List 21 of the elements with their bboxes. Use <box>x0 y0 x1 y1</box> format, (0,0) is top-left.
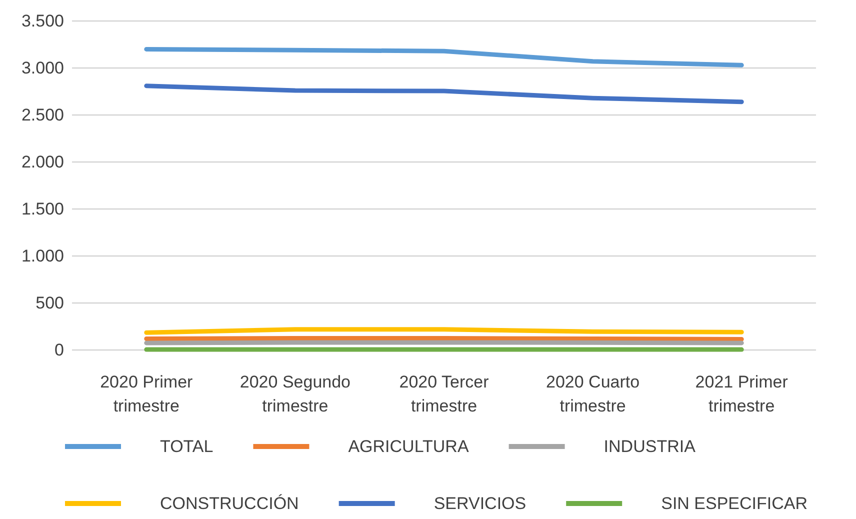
y-tick-label: 0 <box>54 340 64 360</box>
y-tick-label: 3.500 <box>21 12 64 30</box>
line-series <box>144 84 744 104</box>
y-tick-label: 2.500 <box>21 106 64 124</box>
legend-label: AGRICULTURA <box>348 437 470 456</box>
legend-label: SERVICIOS <box>434 494 526 513</box>
legend-label: TOTAL <box>160 437 214 456</box>
legend-label: CONSTRUCCIÓN <box>160 494 299 513</box>
x-tick-label: 2020 Segundo trimestre <box>240 372 351 416</box>
legend-label: SIN ESPECIFICAR <box>661 494 808 513</box>
y-tick-label: 500 <box>36 294 64 312</box>
line-series <box>144 46 744 68</box>
y-tick-label: 1.500 <box>21 200 64 218</box>
x-tick-label: 2020 Primer trimestre <box>100 372 194 416</box>
y-tick-label: 2.000 <box>21 152 64 172</box>
x-tick-label: 2020 Cuarto trimestre <box>546 372 640 416</box>
x-tick-label: 2020 Tercer trimestre <box>399 372 490 416</box>
legend-label: INDUSTRIA <box>604 437 696 456</box>
y-tick-label: 1.000 <box>21 246 64 266</box>
y-tick-label: 3.000 <box>21 58 64 78</box>
x-tick-label: 2021 Primer trimestre <box>695 372 788 416</box>
